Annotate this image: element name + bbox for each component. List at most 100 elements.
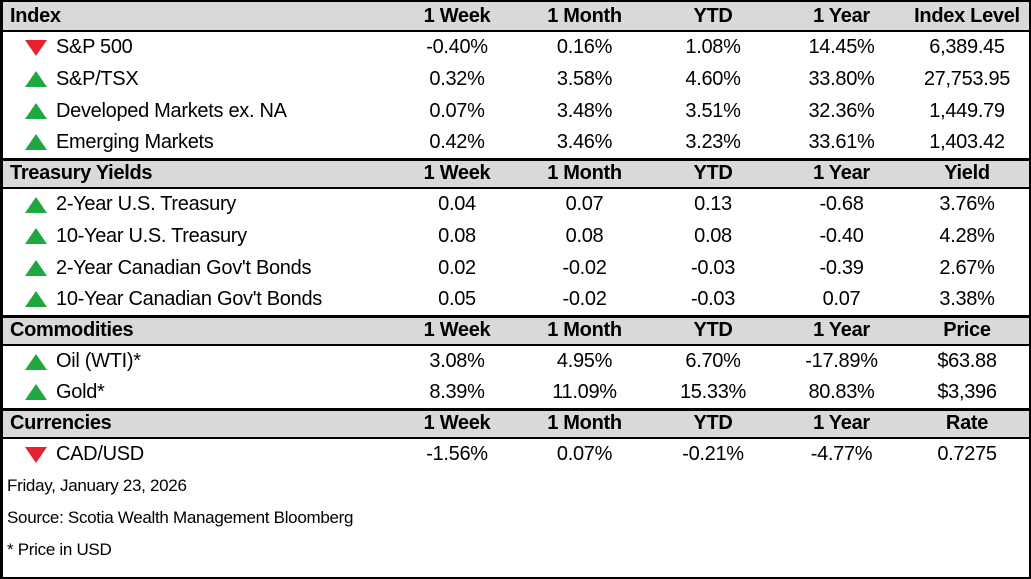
row-label-cell: 2-Year Canadian Gov't Bonds	[3, 252, 393, 284]
cell-value: 4.28%	[939, 224, 995, 247]
table-row: CAD/USD -1.56% 0.07% -0.21% -4.77% 0.7275	[3, 438, 1029, 470]
column-header-commodities-2: YTD	[693, 319, 733, 342]
cell-value: -1.56%	[426, 443, 488, 465]
row-label-wrap: CAD/USD	[3, 443, 393, 466]
price-note: * Price in USD	[7, 540, 112, 559]
cell-value: 6,389.45	[929, 36, 1005, 58]
column-header-index-0: 1 Week	[423, 4, 491, 27]
column-header-treasury-yields-2: YTD	[693, 162, 733, 185]
cell-value: -0.40	[819, 224, 864, 247]
row-label: 10-Year U.S. Treasury	[56, 224, 247, 247]
column-header-treasury-yields-4: Yield	[944, 162, 990, 185]
source-note: Source: Scotia Wealth Management Bloombe…	[7, 508, 354, 527]
cell-value: 4.95%	[556, 350, 613, 372]
row-label: 10-Year Canadian Gov't Bonds	[56, 287, 322, 310]
column-header-commodities-1: 1 Month	[547, 319, 622, 342]
section-title-treasury-yields: Treasury Yields	[10, 162, 153, 185]
table-row: 2-Year U.S. Treasury 0.04 0.07 0.13 -0.68 3.7…	[3, 188, 1029, 220]
cell-value: 14.45%	[808, 36, 875, 58]
cell-value: 0.07	[565, 193, 604, 215]
cell-value: 33.61%	[808, 130, 875, 153]
column-header-treasury-yields-0: 1 Week	[423, 162, 491, 185]
row-label: S&P 500	[56, 36, 133, 58]
row-label: Emerging Markets	[56, 130, 214, 153]
market-table: Index 1 Week 1 Month YTD 1 Year Index Level S&…	[3, 2, 1029, 470]
cell-value: 3.51%	[685, 99, 741, 122]
cell-value: 27,753.95	[923, 67, 1011, 90]
cell-value: -0.03	[690, 287, 736, 310]
up-triangle-icon	[25, 71, 47, 87]
row-label-cell: 10-Year U.S. Treasury	[3, 220, 393, 252]
column-header-currencies-2: YTD	[693, 412, 733, 435]
section-header-row-index: Index 1 Week 1 Month YTD 1 Year Index Level	[3, 2, 1029, 31]
row-label: Oil (WTI)*	[56, 350, 141, 372]
section-header-row-currencies: Currencies 1 Week 1 Month YTD 1 Year Rate	[3, 409, 1029, 438]
table-row: S&P 500 -0.40% 0.16% 1.08% 14.45% 6,389.45	[3, 31, 1029, 63]
cell-value: 0.07%	[556, 443, 613, 465]
down-triangle-icon	[25, 446, 47, 463]
cell-value: 0.02	[438, 256, 476, 279]
cell-value: 80.83%	[808, 380, 875, 403]
cell-value: -0.40%	[426, 36, 488, 58]
up-triangle-icon	[25, 260, 47, 276]
cell-value: -0.39	[819, 256, 864, 279]
column-header-index-1: 1 Month	[547, 4, 622, 27]
column-header-currencies-4: Rate	[945, 412, 989, 435]
cell-value: -0.02	[562, 256, 607, 279]
column-header-commodities-3: 1 Year	[813, 319, 870, 342]
table-row: Gold* 8.39% 11.09% 15.33% 80.83% $3,396	[3, 377, 1029, 409]
row-label-cell: 2-Year U.S. Treasury	[3, 188, 393, 220]
column-header-commodities-4: Price	[943, 319, 991, 342]
cell-value: 3.08%	[429, 350, 485, 372]
cell-value: $3,396	[937, 380, 997, 403]
cell-value: -0.03	[690, 256, 736, 279]
table-row: 2-Year Canadian Gov't Bonds 0.02 -0.02 -0.0…	[3, 252, 1029, 284]
up-triangle-icon	[25, 353, 47, 370]
section-title-index: Index	[10, 4, 61, 27]
cell-value: 0.16%	[556, 36, 613, 58]
cell-value: -0.68	[819, 193, 864, 215]
cell-value: 1.08%	[685, 36, 741, 58]
row-label-cell: S&P 500	[3, 31, 393, 63]
row-label-wrap: 10-Year U.S. Treasury	[3, 225, 393, 248]
row-label-wrap: 2-Year Canadian Gov't Bonds	[3, 257, 393, 280]
column-header-currencies-3: 1 Year	[813, 412, 870, 435]
up-triangle-icon	[25, 103, 47, 119]
row-label-cell: 10-Year Canadian Gov't Bonds	[3, 284, 393, 316]
section-header-row-commodities: Commodities 1 Week 1 Month YTD 1 Year Price	[3, 316, 1029, 345]
row-label-wrap: Oil (WTI)*	[3, 350, 393, 373]
column-header-commodities-0: 1 Week	[423, 319, 491, 342]
row-label: S&P/TSX	[56, 67, 139, 90]
report-date: Friday, January 23, 2026	[7, 476, 187, 495]
row-label-wrap: 10-Year Canadian Gov't Bonds	[3, 288, 393, 311]
cell-value: 8.39%	[429, 380, 485, 403]
cell-value: 0.08	[438, 224, 476, 247]
cell-value: 0.42%	[429, 130, 485, 153]
table-row: S&P/TSX 0.32% 3.58% 4.60% 33.80% 27,753.95	[3, 63, 1029, 95]
row-label-cell: Emerging Markets	[3, 127, 393, 159]
row-label-wrap: Emerging Markets	[3, 131, 393, 154]
table-row: Oil (WTI)* 3.08% 4.95% 6.70% -17.89% $63.88	[3, 345, 1029, 377]
row-label-wrap: Developed Markets ex. NA	[3, 100, 393, 123]
cell-value: 0.08	[694, 224, 732, 247]
cell-value: 0.05	[438, 287, 476, 310]
row-label: Developed Markets ex. NA	[56, 99, 287, 122]
row-label-cell: Gold*	[3, 377, 393, 409]
row-label-cell: CAD/USD	[3, 438, 393, 470]
cell-value: 15.33%	[679, 380, 747, 403]
up-triangle-icon	[25, 384, 47, 401]
table-row: Developed Markets ex. NA 0.07% 3.48% 3.51% 3…	[3, 95, 1029, 127]
row-label-wrap: 2-Year U.S. Treasury	[3, 193, 393, 216]
footer: Friday, January 23, 2026 Source: Scotia …	[3, 470, 1029, 560]
cell-value: 1,403.42	[929, 130, 1005, 153]
cell-value: 0.08	[565, 224, 604, 247]
cell-value: 0.7275	[937, 443, 997, 465]
column-header-currencies-1: 1 Month	[547, 412, 622, 435]
section-title-currencies: Currencies	[10, 412, 112, 435]
row-label: 2-Year Canadian Gov't Bonds	[56, 256, 312, 279]
cell-value: $63.88	[937, 350, 997, 372]
column-header-treasury-yields-1: 1 Month	[547, 162, 622, 185]
row-label-cell: S&P/TSX	[3, 63, 393, 95]
cell-value: 3.48%	[556, 99, 613, 122]
column-header-currencies-0: 1 Week	[423, 412, 491, 435]
